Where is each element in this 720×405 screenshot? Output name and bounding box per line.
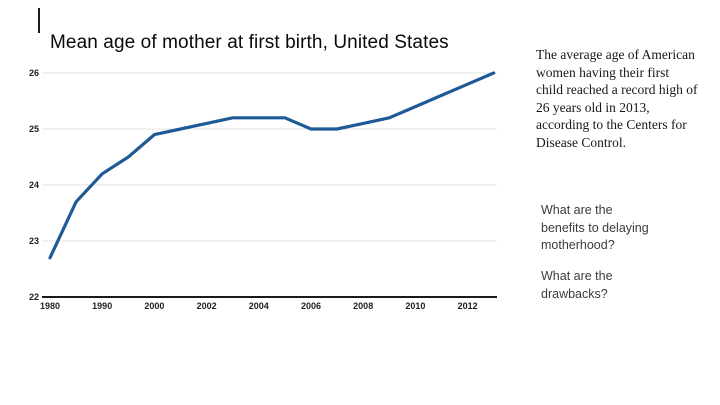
x-tick-label: 2000	[144, 301, 164, 311]
caption-paragraph: The average age of American women having…	[536, 47, 698, 150]
x-tick-label: 1980	[40, 301, 60, 311]
chart-title: Mean age of mother at first birth, Unite…	[50, 32, 449, 53]
line-chart-mean-age: Mean age of mother at first birth, Unite…	[29, 32, 497, 311]
question-drawbacks: What are the drawbacks?	[541, 269, 613, 301]
text-cursor	[38, 8, 40, 33]
x-tick-label: 1990	[92, 301, 112, 311]
x-tick-label: 2008	[353, 301, 373, 311]
y-tick-label: 23	[29, 236, 39, 246]
data-line-series	[48, 71, 496, 260]
x-tick-label: 2006	[301, 301, 321, 311]
y-tick-label: 24	[29, 180, 39, 190]
x-tick-label: 2004	[249, 301, 269, 311]
y-tick-label: 26	[29, 68, 39, 78]
x-tick-label: 2012	[458, 301, 478, 311]
y-tick-label: 22	[29, 292, 39, 302]
x-tick-label: 2010	[405, 301, 425, 311]
x-tick-label: 2002	[197, 301, 217, 311]
question-benefits: What are the benefits to delaying mother…	[541, 203, 649, 252]
chart-plot-area: 22 23 24 25 26 1980 1990 2000 2002 2004 2006 2008 20…	[29, 68, 497, 311]
y-tick-label: 25	[29, 124, 39, 134]
